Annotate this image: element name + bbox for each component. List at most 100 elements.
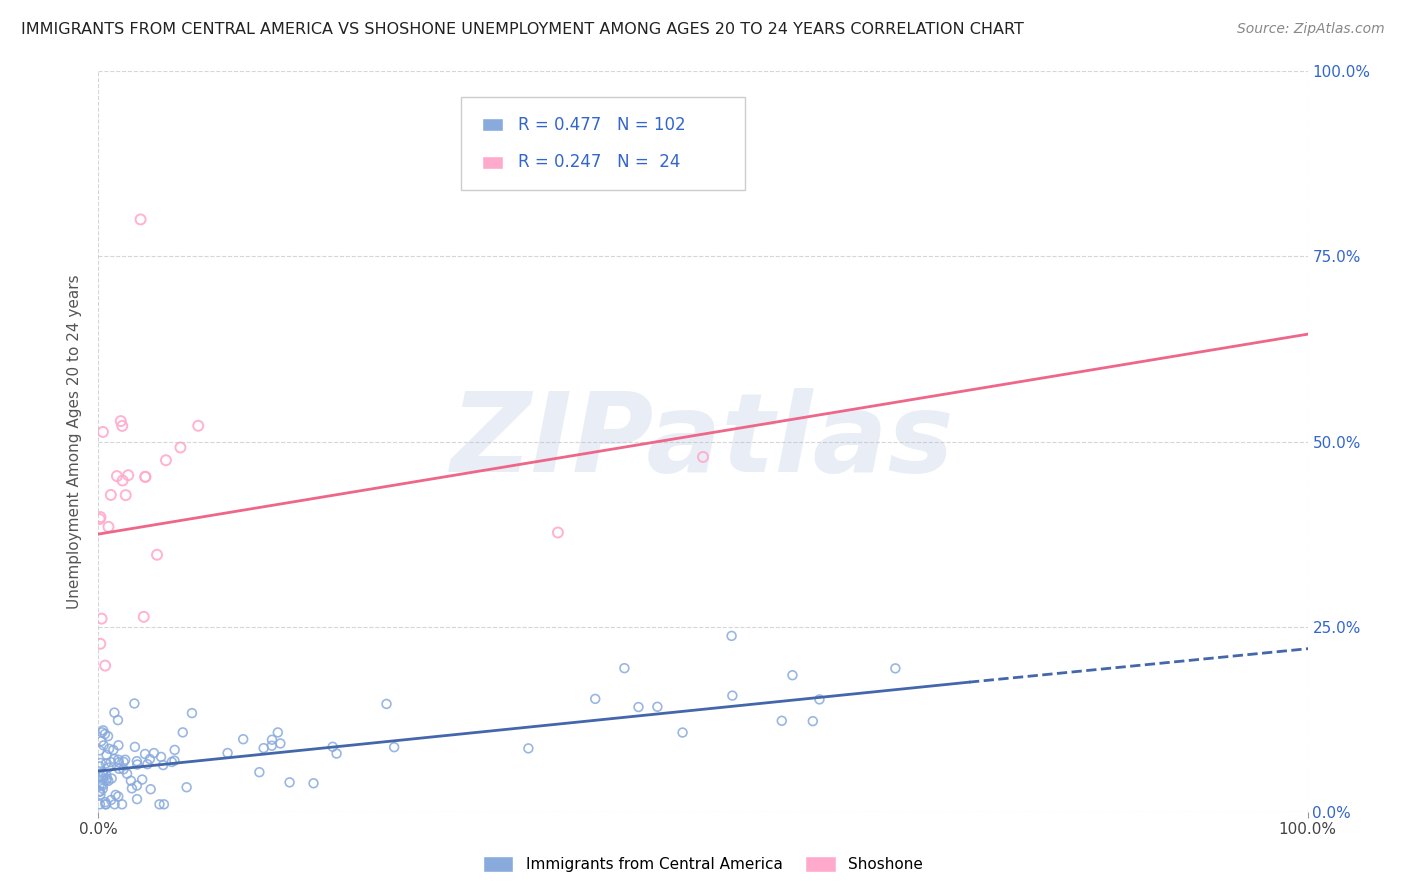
Point xyxy=(150,750,173,764)
Point xyxy=(132,610,155,624)
Point xyxy=(124,739,146,754)
Point xyxy=(169,441,191,455)
Point xyxy=(692,450,714,464)
Point xyxy=(547,525,569,540)
Point xyxy=(163,743,186,757)
Point xyxy=(217,746,239,760)
Point xyxy=(89,743,111,757)
Point xyxy=(96,768,118,782)
Point xyxy=(90,770,112,784)
Point xyxy=(89,788,111,802)
Point xyxy=(107,789,129,804)
Point xyxy=(253,741,276,756)
Point xyxy=(103,743,125,757)
Point xyxy=(91,767,114,781)
Point xyxy=(107,753,129,767)
Point xyxy=(322,739,344,754)
Point xyxy=(269,736,291,750)
Text: ZIPatlas: ZIPatlas xyxy=(451,388,955,495)
Point xyxy=(134,470,156,484)
Point xyxy=(187,418,209,433)
Point xyxy=(89,797,111,812)
Point xyxy=(121,781,143,796)
Point xyxy=(808,692,831,706)
Point xyxy=(114,753,136,767)
Point xyxy=(97,729,120,743)
Point xyxy=(94,756,117,771)
Legend: Immigrants from Central America, Shoshone: Immigrants from Central America, Shoshon… xyxy=(477,850,929,878)
Point xyxy=(125,754,148,768)
Point xyxy=(100,755,122,769)
Point xyxy=(91,725,114,739)
Point xyxy=(613,661,636,675)
Text: R = 0.477   N = 102: R = 0.477 N = 102 xyxy=(517,116,686,134)
Point xyxy=(139,782,162,797)
Point xyxy=(91,781,114,796)
Point xyxy=(104,797,127,812)
Point xyxy=(97,520,120,534)
Point xyxy=(91,778,114,792)
Point xyxy=(107,713,129,727)
Point xyxy=(131,772,153,787)
Point xyxy=(163,754,186,768)
Point xyxy=(111,418,134,433)
Point xyxy=(801,714,824,728)
Point xyxy=(90,756,112,770)
Point xyxy=(110,414,132,428)
Point xyxy=(96,747,118,762)
Point xyxy=(120,773,142,788)
Point xyxy=(104,788,127,802)
Point xyxy=(90,734,112,748)
Point xyxy=(89,637,111,651)
Point xyxy=(139,752,162,766)
Point xyxy=(112,755,135,769)
Point xyxy=(148,797,170,812)
Bar xyxy=(482,118,503,131)
Point xyxy=(93,739,115,753)
Point xyxy=(583,691,606,706)
Point xyxy=(260,732,283,747)
Point xyxy=(107,738,129,752)
Point xyxy=(129,212,152,227)
FancyBboxPatch shape xyxy=(461,97,745,190)
Point xyxy=(94,727,117,741)
Point xyxy=(134,469,156,483)
Point xyxy=(111,474,134,488)
Point xyxy=(160,755,183,769)
Point xyxy=(152,758,174,772)
Point xyxy=(267,725,290,739)
Point xyxy=(100,793,122,807)
Point xyxy=(115,766,138,780)
Point xyxy=(96,773,118,788)
Point xyxy=(770,714,793,728)
Point xyxy=(94,658,117,673)
Point xyxy=(98,741,121,756)
Point xyxy=(671,725,693,739)
Point xyxy=(136,757,159,772)
Point xyxy=(142,746,165,760)
Point xyxy=(96,772,118,786)
Point xyxy=(375,697,398,711)
Point xyxy=(111,797,134,812)
Point xyxy=(302,776,325,790)
Point xyxy=(146,548,169,562)
Point xyxy=(89,784,111,798)
Point xyxy=(103,752,125,766)
Point xyxy=(94,795,117,809)
Point xyxy=(155,453,177,467)
Point xyxy=(627,700,650,714)
Point xyxy=(91,723,114,738)
Point xyxy=(107,756,129,770)
Point xyxy=(89,778,111,792)
Point xyxy=(89,510,111,524)
Point xyxy=(117,468,139,483)
Point xyxy=(721,689,744,703)
Point xyxy=(105,469,128,483)
Text: R = 0.247   N =  24: R = 0.247 N = 24 xyxy=(517,153,681,171)
Point xyxy=(647,699,669,714)
Point xyxy=(94,797,117,812)
Text: IMMIGRANTS FROM CENTRAL AMERICA VS SHOSHONE UNEMPLOYMENT AMONG AGES 20 TO 24 YEA: IMMIGRANTS FROM CENTRAL AMERICA VS SHOSH… xyxy=(21,22,1024,37)
Y-axis label: Unemployment Among Ages 20 to 24 years: Unemployment Among Ages 20 to 24 years xyxy=(67,274,83,609)
Point xyxy=(278,775,301,789)
Point xyxy=(97,761,120,775)
